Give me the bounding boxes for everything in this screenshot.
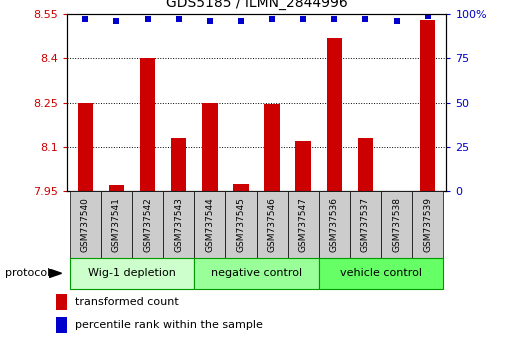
Text: GSM737544: GSM737544 <box>205 198 214 252</box>
Text: percentile rank within the sample: percentile rank within the sample <box>75 320 263 330</box>
Point <box>144 17 152 22</box>
Bar <box>319 258 443 289</box>
Bar <box>326 38 342 191</box>
Point <box>237 18 245 24</box>
Point <box>81 17 89 22</box>
Bar <box>358 138 373 191</box>
Bar <box>412 191 443 258</box>
Bar <box>381 191 412 258</box>
Title: GDS5185 / ILMN_2844996: GDS5185 / ILMN_2844996 <box>166 0 347 10</box>
Text: GSM737539: GSM737539 <box>423 197 432 252</box>
Bar <box>132 191 163 258</box>
Point <box>299 17 307 22</box>
Bar <box>389 191 404 197</box>
Point <box>330 17 339 22</box>
Bar <box>171 138 187 191</box>
Point <box>392 18 401 24</box>
Bar <box>194 258 319 289</box>
Point <box>206 18 214 24</box>
Bar <box>202 103 218 191</box>
Text: GSM737536: GSM737536 <box>330 197 339 252</box>
Bar <box>56 295 67 310</box>
Bar <box>101 191 132 258</box>
Bar <box>319 191 350 258</box>
Bar <box>264 104 280 191</box>
Text: GSM737547: GSM737547 <box>299 197 308 252</box>
Polygon shape <box>49 269 62 278</box>
Text: protocol: protocol <box>5 268 50 279</box>
Bar <box>140 58 155 191</box>
Bar <box>295 141 311 191</box>
Bar <box>109 185 124 191</box>
Bar <box>420 20 436 191</box>
Point <box>424 13 432 19</box>
Text: transformed count: transformed count <box>75 297 179 307</box>
Text: GSM737540: GSM737540 <box>81 197 90 252</box>
Point <box>174 17 183 22</box>
Bar <box>225 191 256 258</box>
Text: Wig-1 depletion: Wig-1 depletion <box>88 268 176 279</box>
Text: negative control: negative control <box>211 268 302 279</box>
Text: GSM737541: GSM737541 <box>112 197 121 252</box>
Point <box>361 17 369 22</box>
Text: GSM737545: GSM737545 <box>236 197 245 252</box>
Bar <box>70 191 101 258</box>
Text: GSM737546: GSM737546 <box>268 197 277 252</box>
Text: GSM737537: GSM737537 <box>361 197 370 252</box>
Text: GSM737538: GSM737538 <box>392 197 401 252</box>
Text: GSM737543: GSM737543 <box>174 197 183 252</box>
Text: vehicle control: vehicle control <box>340 268 422 279</box>
Bar <box>288 191 319 258</box>
Bar <box>77 103 93 191</box>
Bar <box>163 191 194 258</box>
Bar <box>350 191 381 258</box>
Bar <box>70 258 194 289</box>
Bar <box>233 184 249 191</box>
Point <box>112 18 121 24</box>
Point <box>268 17 276 22</box>
Bar <box>56 318 67 333</box>
Bar <box>256 191 288 258</box>
Bar <box>194 191 225 258</box>
Text: GSM737542: GSM737542 <box>143 198 152 252</box>
